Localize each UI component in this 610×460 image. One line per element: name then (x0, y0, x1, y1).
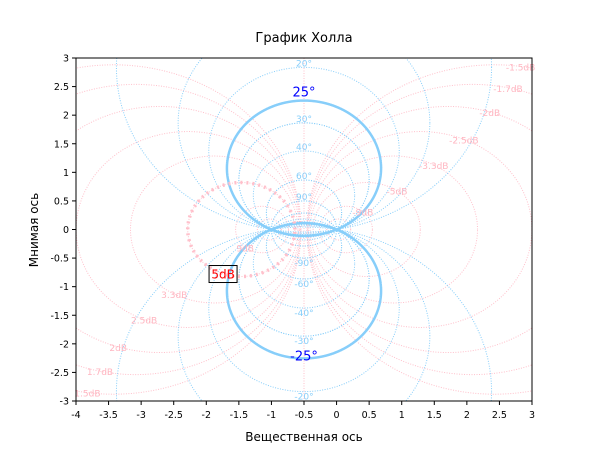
x-tick-label: 1 (399, 410, 405, 421)
n-circle-label: 30° (296, 115, 312, 125)
n-circle-label: 60° (296, 172, 312, 182)
n-circle-label: -30° (294, 337, 313, 347)
m-circle-label: -1.7dB (493, 85, 522, 95)
m-circle (309, 155, 479, 304)
x-tick-label: 2 (464, 410, 470, 421)
curve-labels: 25° -25° 1.5dB 1.7dB 2dB 2.5dB 3.3dB 5dB 9dB -1.5… (74, 59, 535, 402)
m-circle (326, 218, 352, 241)
m-circle-label: -3.3dB (419, 162, 448, 172)
y-tick-label: -3 (60, 397, 69, 408)
n-circle-label: -90° (294, 259, 313, 269)
y-tick-label: -0.5 (50, 254, 69, 265)
n-circle-label: -40° (294, 309, 313, 319)
m-circle-label: 9dB (236, 244, 254, 254)
y-axis: -3 -2.5 -2 -1.5 -1 -0.5 0 0.5 1 1.5 2 2.5 3 (50, 54, 76, 408)
n-circle (177, 225, 431, 402)
y-tick-label: 1.5 (54, 139, 69, 150)
n-circle-label: -20° (294, 393, 313, 403)
y-tick-label: -1.5 (50, 311, 69, 322)
x-tick-label: -1.5 (230, 410, 249, 421)
y-tick-label: 0 (63, 225, 69, 236)
m-circle (76, 83, 302, 376)
x-tick-label: -3.5 (99, 410, 118, 421)
y-tick-label: 1 (63, 168, 69, 179)
m-circle (307, 105, 533, 354)
m-circle (319, 205, 373, 254)
m-circle (306, 64, 532, 395)
n-circle (252, 150, 356, 241)
m-circle-label: 2.5dB (131, 317, 157, 327)
n-circle-label: 40° (296, 143, 312, 153)
n-circle (115, 226, 493, 401)
n-circle-highlight (225, 99, 383, 238)
y-axis-label: Мнимая ось (27, 193, 41, 267)
n-circle (252, 218, 356, 309)
m-circle-label: 1.5dB (74, 390, 100, 400)
plot-area (75, 57, 533, 402)
m-circle-label: -9dB (352, 209, 373, 219)
m-circle-label: 1.7dB (87, 368, 113, 378)
x-axis-label: Вещественная ось (245, 430, 362, 444)
x-tick-label: -0.5 (295, 410, 314, 421)
y-tick-label: 0.5 (54, 196, 69, 207)
m-circle (235, 205, 289, 254)
n-circle (177, 57, 431, 234)
x-tick-label: 1.5 (427, 410, 442, 421)
n-circle-label: -60° (294, 280, 313, 290)
y-tick-label: 2.5 (54, 82, 69, 93)
m-circle-label: 3.3dB (161, 291, 187, 301)
m-highlight-label-box (208, 265, 238, 284)
x-tick-label: -1 (267, 410, 276, 421)
n-circle (115, 58, 493, 233)
n-circle-highlight (225, 221, 383, 360)
n-circle-label: 20° (296, 59, 312, 69)
y-tick-label: -2.5 (50, 368, 69, 379)
x-tick-label: 2.5 (492, 410, 507, 421)
chart-title: График Холла (255, 31, 352, 46)
n-highlight-label: 25° (292, 86, 315, 101)
x-tick-label: 0 (334, 410, 340, 421)
m-circle (312, 181, 421, 278)
m-circle-label: -2.5dB (449, 136, 478, 146)
x-tick-label: -2 (202, 410, 211, 421)
y-tick-label: 2 (63, 111, 69, 122)
m-circle-label: -5dB (387, 188, 408, 198)
x-tick-label: -3 (136, 410, 145, 421)
m-circle (256, 218, 282, 241)
n-highlight-label: -25° (290, 349, 318, 364)
m-circle-highlight (185, 180, 297, 279)
m-circle (75, 105, 301, 354)
x-axis: -4 -3.5 -3 -2.5 -2 -1.5 -1 -0.5 0 0.5 1 1.5 2 2.5 3 (71, 401, 535, 421)
x-tick-label: 0.5 (362, 410, 377, 421)
m-highlight-label: 5dB (211, 268, 234, 282)
y-tick-label: 3 (63, 54, 69, 65)
m-circle-label: 2dB (109, 344, 127, 354)
m-circle (129, 155, 299, 304)
n-circle-label: 90° (296, 193, 312, 203)
m-circle-label: -1.5dB (506, 63, 535, 73)
m-circle (306, 83, 532, 376)
x-tick-label: -2.5 (164, 410, 183, 421)
y-tick-label: -1 (60, 282, 69, 293)
x-tick-label: -4 (71, 410, 80, 421)
y-tick-label: -2 (60, 339, 69, 350)
x-tick-label: 3 (529, 410, 535, 421)
m-circle-label: -2dB (479, 109, 500, 119)
